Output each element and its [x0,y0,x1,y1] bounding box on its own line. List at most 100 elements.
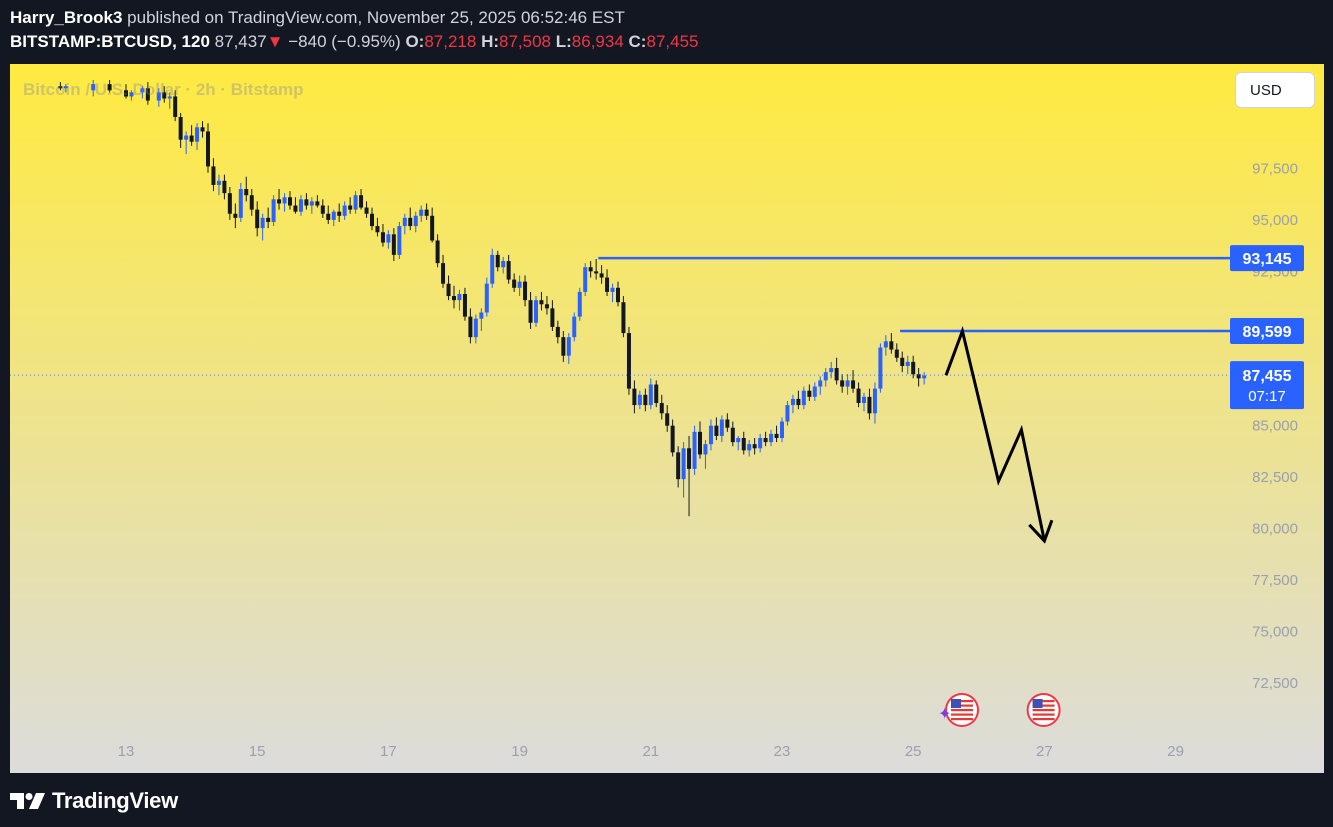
candle [413,211,418,233]
candle [331,209,336,227]
candle [348,197,353,214]
candle [648,378,653,410]
candle [763,431,768,447]
candle [862,392,866,412]
candle [780,417,784,443]
candle-body [348,205,353,210]
candle-body [184,135,189,140]
chart-area[interactable]: 72,50075,00077,50080,00082,50085,00087,5… [10,64,1324,773]
projection-path[interactable] [944,325,1046,542]
price-chart[interactable]: 72,50075,00077,50080,00082,50085,00087,5… [10,64,1324,773]
candle [643,388,648,412]
candle-body [588,267,593,272]
us-flag-stripe [1032,700,1055,703]
candle-body [856,388,861,404]
candle [216,174,221,196]
candle [698,421,702,459]
candle-body [561,337,566,356]
candle [894,343,899,362]
candle [342,201,347,220]
candle-body [616,287,620,303]
candle-body [364,207,369,214]
candle [249,189,254,216]
candle [375,217,380,237]
author-name[interactable]: Harry_Brook3 [10,8,123,27]
level-tag-2[interactable] [1230,318,1304,345]
candle [512,273,517,292]
candle [446,275,451,301]
candle [195,123,200,150]
projection-drawing[interactable] [944,325,1054,544]
y-tick-label: 97,500 [1252,160,1298,177]
y-tick-label: 77,500 [1252,572,1298,589]
candle [769,429,774,447]
candle-body [178,117,183,140]
candle-body [577,291,582,317]
candle [572,312,577,342]
candle [173,90,178,122]
candle-body [457,293,462,301]
candle [490,248,495,288]
tradingview-logo[interactable]: TradingView [10,786,178,816]
candle-body [446,283,451,297]
candle [626,326,631,395]
currency-button[interactable]: USD [1235,72,1315,108]
candle [386,230,391,249]
candle [687,435,692,517]
low-value: 86,934 [571,32,624,51]
candle [227,186,232,220]
last-price: 87,437 [214,32,267,51]
candle-body [905,361,910,366]
close-label: C: [628,32,647,51]
candle [758,433,763,453]
candle [435,234,440,268]
candle-body [271,199,276,222]
us-flag-stripe [951,700,973,703]
candle-body [528,300,533,323]
candle [730,421,735,447]
candle [725,413,730,432]
candle-body [233,213,238,218]
candle [818,376,823,395]
candle [812,382,817,401]
candle [856,382,861,408]
price-axis[interactable]: 72,50075,00077,50080,00082,50085,00087,5… [1230,160,1304,692]
open-value: 87,218 [424,32,477,51]
candle-body [834,368,839,381]
y-tick-label: 75,000 [1252,623,1298,640]
candle-body [665,413,670,426]
candle-body [741,438,746,451]
open-label: O: [405,32,425,51]
candle-body [298,199,303,212]
candle-body [359,195,364,208]
candle-body [397,226,402,255]
us-flag-stripe [951,709,973,712]
candle-body [506,261,511,280]
candle [293,197,298,214]
candle [703,440,708,469]
x-tick-label: 27 [1036,743,1053,760]
us-flag-stripe [951,704,973,707]
candle-body [288,197,292,206]
candle [555,320,560,344]
candle-body [238,189,243,218]
last-price-tag[interactable] [1230,361,1304,410]
x-tick-label: 17 [380,743,397,760]
candle [528,291,533,329]
candle-body [637,394,642,406]
candle-body [812,386,817,397]
candle [676,446,681,488]
us-flag-stripe [1032,709,1055,712]
candle-body [862,396,866,404]
candle-body [610,287,615,292]
us-flag-event-icon[interactable]: ✦ [938,693,979,727]
candle-body [698,431,702,455]
time-axis[interactable]: 13 15 17 19 21 23 25 27 29 [118,743,1184,760]
us-flag-event-icon[interactable] [1026,693,1061,727]
candle [304,193,309,210]
candle-body [872,388,877,414]
candle-body [402,217,407,227]
candle [501,256,506,274]
candle [681,442,686,498]
level-tag-1[interactable] [1230,245,1304,272]
